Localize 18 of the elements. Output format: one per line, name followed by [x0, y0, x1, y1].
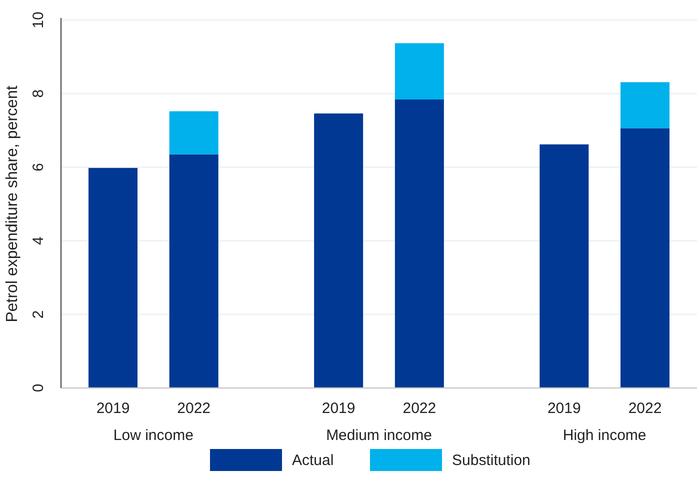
legend-label: Substitution — [452, 452, 530, 469]
x-tick-label: 2019 — [96, 400, 130, 417]
text: Low income — [113, 427, 194, 444]
y-tick-label: 6 — [30, 163, 47, 172]
y-tick-label: 10 — [30, 12, 47, 28]
x-tick-label: 2022 — [177, 400, 211, 417]
x-tick-label: 2022 — [628, 400, 662, 417]
y-tick-label: 0 — [30, 384, 47, 392]
y-tick-label: 4 — [30, 236, 47, 245]
text: High income — [562, 427, 646, 444]
text: Medium income — [326, 427, 432, 444]
y-tick-label: 2 — [30, 310, 47, 319]
y-tick-label: 8 — [30, 89, 47, 98]
y-axis-title: Petrol expenditure share, percent — [4, 85, 21, 322]
x-tick-label: 2019 — [547, 400, 581, 417]
legend-label: Actual — [292, 452, 334, 469]
x-tick-label: 2022 — [402, 400, 436, 417]
x-tick-label: 2019 — [322, 400, 356, 417]
